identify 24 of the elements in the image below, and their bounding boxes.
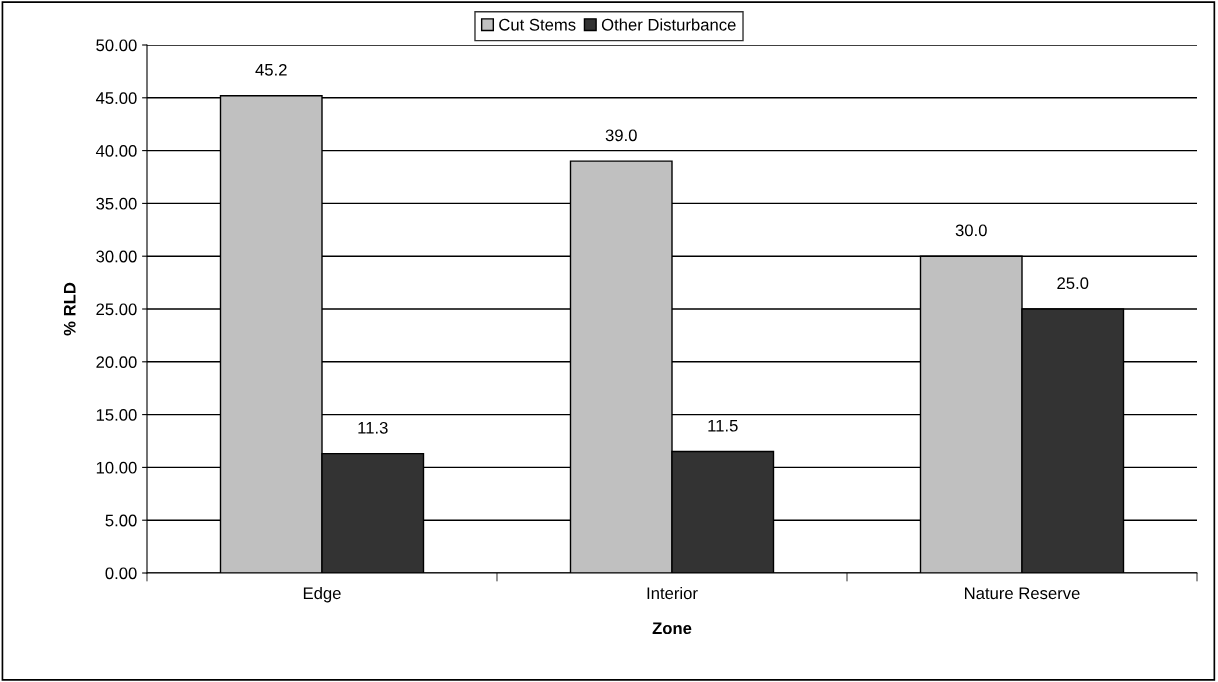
data-label: 11.5 [708,419,738,432]
data-label: 25.0 [1057,277,1089,290]
x-tick-label: Interior [647,586,698,600]
data-label: 11.3 [358,421,388,434]
y-tick-label: 0.00 [105,567,137,580]
y-tick-label: 35.00 [96,197,137,210]
x-tick-label: Edge [303,586,341,603]
y-tick-label: 30.00 [96,250,137,263]
y-tick-label: 40.00 [95,145,137,157]
data-label: 30.0 [955,224,987,237]
y-axis-title: % RLD [63,282,76,336]
data-label: 45.2 [255,63,287,76]
y-tick-label: 45.00 [95,92,137,104]
y-tick-label: 10.00 [96,461,137,474]
legend-label: Cut Stems [499,18,576,31]
data-label: 39.0 [605,129,637,142]
y-tick-label: 50.00 [96,39,137,52]
legend-label: Other Disturbance [601,18,736,31]
y-tick-label: 25.00 [96,303,137,316]
x-tick-label: Nature Reserve [965,587,1080,600]
y-tick-label: 5.00 [105,514,137,527]
x-axis-title: Zone [652,622,692,635]
y-tick-label: 15.00 [96,409,137,421]
y-tick-label: 20.00 [96,356,137,368]
